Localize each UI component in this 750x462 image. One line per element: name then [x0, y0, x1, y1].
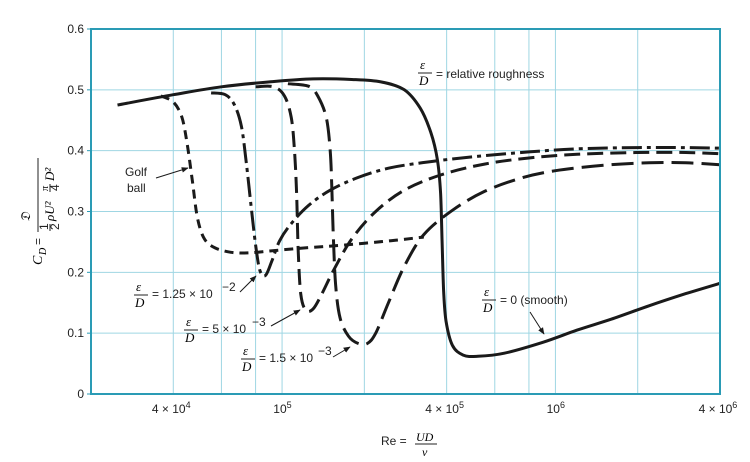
golf-label-line1: Golf — [125, 165, 148, 179]
eps-symbol: ε — [420, 57, 426, 72]
label-1-5e-3-exp: −3 — [318, 344, 332, 358]
eps-symbol: ε — [136, 279, 142, 294]
arrow-5e-3 — [270, 309, 301, 327]
d-symbol: D — [241, 359, 252, 374]
x-axis-label: Re = UD ν — [381, 430, 437, 459]
arrow-1-5e-3 — [332, 346, 351, 358]
eps-symbol: ε — [243, 343, 249, 358]
label-5e-3-exp: −3 — [252, 315, 266, 329]
y-tick-label: 0.4 — [67, 144, 84, 158]
curves — [117, 77, 721, 359]
golf-label-line2: ball — [127, 181, 146, 195]
x-axis-ticks: 4 × 104 105 4 × 105 106 4 × 106 — [152, 400, 737, 416]
relative-roughness-text: = relative roughness — [436, 67, 544, 81]
y-label-cd-sub: D — [38, 247, 49, 256]
label-1-5e-3-text: = 1.5 × 10 — [259, 351, 313, 365]
y-label-half-num: 1 — [37, 223, 51, 230]
arrow-1-25e-2 — [239, 275, 257, 293]
annotation-roughness-1-5e-3: ε D = 1.5 × 10 −3 — [241, 343, 351, 374]
y-tick-label: 0.1 — [67, 326, 84, 340]
x-label-numerator: UD — [416, 430, 434, 444]
y-label-rho-u: ρU² — [42, 200, 57, 222]
annotation-roughness-1-25e-2: ε D = 1.25 × 10 −2 — [134, 275, 257, 310]
y-tick-label: 0.3 — [67, 205, 84, 219]
y-tick-label: 0 — [77, 387, 84, 401]
arrow-smooth — [529, 311, 545, 335]
d-symbol: D — [418, 73, 429, 88]
series-rough-5e-3 — [255, 84, 721, 313]
label-smooth-text: = 0 (smooth) — [500, 293, 568, 307]
grid — [91, 29, 720, 394]
x-tick-label: 106 — [547, 400, 565, 416]
y-tick-label: 0.5 — [67, 83, 84, 97]
y-label-half-den: 2 — [48, 223, 62, 230]
y-axis-ticks: 0 0.1 0.2 0.3 0.4 0.5 0.6 — [67, 22, 91, 401]
x-label-denominator: ν — [422, 445, 428, 459]
series-rough-1.5e-3 — [287, 82, 721, 347]
y-label-numerator: 𝔇 — [18, 211, 33, 222]
series-smooth — [117, 77, 721, 359]
d-symbol: D — [134, 295, 145, 310]
label-1-25e-2-exp: −2 — [222, 280, 236, 294]
y-tick-label: 0.2 — [67, 265, 84, 279]
eps-symbol: ε — [484, 284, 490, 299]
y-label-four: 4 — [48, 184, 62, 191]
x-tick-label: 4 × 104 — [152, 400, 191, 416]
x-tick-label: 4 × 106 — [699, 400, 738, 416]
d-symbol: D — [482, 300, 493, 315]
annotation-smooth: ε D = 0 (smooth) — [482, 284, 568, 335]
annotation-relative-roughness: ε D = relative roughness — [418, 57, 544, 88]
y-label-cd: C — [31, 255, 46, 265]
golf-arrow — [155, 167, 189, 179]
y-label-pi: π — [40, 185, 51, 191]
y-label-eq: = — [31, 238, 45, 245]
label-1-25e-2-text: = 1.25 × 10 — [152, 287, 213, 301]
x-label-prefix: Re = — [381, 434, 407, 448]
y-axis-label: C D = 𝔇 1 2 ρU² π 4 D² — [18, 158, 62, 265]
y-label-d2: D² — [42, 167, 57, 182]
y-tick-label: 0.6 — [67, 22, 84, 36]
eps-symbol: ε — [186, 314, 192, 329]
label-5e-3-text: = 5 × 10 — [202, 322, 246, 336]
annotation-golf-ball: Golf ball — [125, 165, 189, 195]
d-symbol: D — [184, 330, 195, 345]
series-rough-1.25e-2 — [210, 91, 721, 278]
x-tick-label: 105 — [273, 400, 291, 416]
annotation-roughness-5e-3: ε D = 5 × 10 −3 — [184, 309, 301, 345]
x-tick-label: 4 × 105 — [425, 400, 464, 416]
series-golf-ball — [160, 94, 424, 255]
